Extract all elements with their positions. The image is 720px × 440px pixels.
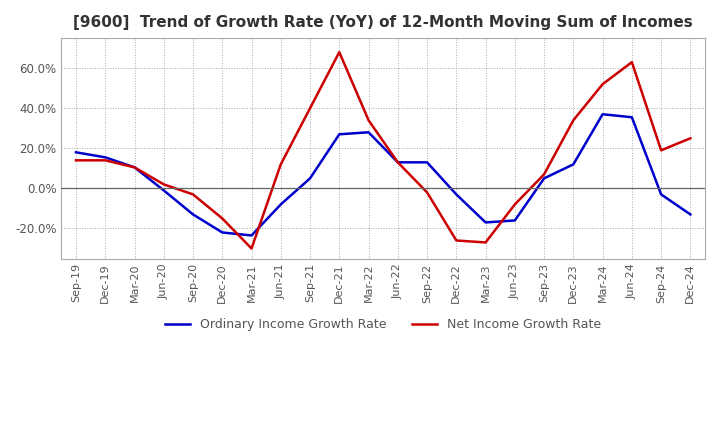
Ordinary Income Growth Rate	[247, 233, 256, 238]
Net Income Growth Rate	[72, 158, 81, 163]
Ordinary Income Growth Rate	[394, 160, 402, 165]
Ordinary Income Growth Rate	[306, 176, 315, 181]
Net Income Growth Rate	[306, 106, 315, 111]
Ordinary Income Growth Rate	[159, 188, 168, 193]
Ordinary Income Growth Rate	[218, 230, 227, 235]
Net Income Growth Rate	[276, 161, 285, 167]
Ordinary Income Growth Rate	[364, 130, 373, 135]
Ordinary Income Growth Rate	[657, 192, 665, 197]
Ordinary Income Growth Rate	[189, 212, 197, 217]
Net Income Growth Rate	[481, 240, 490, 245]
Ordinary Income Growth Rate	[335, 132, 343, 137]
Net Income Growth Rate	[423, 190, 431, 195]
Net Income Growth Rate	[218, 216, 227, 221]
Net Income Growth Rate	[130, 165, 139, 170]
Ordinary Income Growth Rate	[276, 202, 285, 207]
Ordinary Income Growth Rate	[628, 114, 636, 120]
Ordinary Income Growth Rate	[598, 112, 607, 117]
Net Income Growth Rate	[247, 246, 256, 251]
Ordinary Income Growth Rate	[101, 155, 109, 160]
Net Income Growth Rate	[686, 136, 695, 141]
Net Income Growth Rate	[510, 202, 519, 207]
Net Income Growth Rate	[540, 172, 549, 177]
Net Income Growth Rate	[159, 182, 168, 187]
Legend: Ordinary Income Growth Rate, Net Income Growth Rate: Ordinary Income Growth Rate, Net Income …	[161, 313, 606, 336]
Net Income Growth Rate	[364, 117, 373, 123]
Ordinary Income Growth Rate	[510, 218, 519, 223]
Line: Ordinary Income Growth Rate: Ordinary Income Growth Rate	[76, 114, 690, 235]
Ordinary Income Growth Rate	[686, 212, 695, 217]
Ordinary Income Growth Rate	[540, 176, 549, 181]
Net Income Growth Rate	[628, 59, 636, 65]
Net Income Growth Rate	[189, 192, 197, 197]
Ordinary Income Growth Rate	[481, 220, 490, 225]
Net Income Growth Rate	[569, 117, 577, 123]
Net Income Growth Rate	[335, 49, 343, 55]
Ordinary Income Growth Rate	[72, 150, 81, 155]
Ordinary Income Growth Rate	[423, 160, 431, 165]
Net Income Growth Rate	[394, 160, 402, 165]
Title: [9600]  Trend of Growth Rate (YoY) of 12-Month Moving Sum of Incomes: [9600] Trend of Growth Rate (YoY) of 12-…	[73, 15, 693, 30]
Net Income Growth Rate	[598, 81, 607, 87]
Net Income Growth Rate	[452, 238, 461, 243]
Ordinary Income Growth Rate	[569, 161, 577, 167]
Net Income Growth Rate	[657, 148, 665, 153]
Net Income Growth Rate	[101, 158, 109, 163]
Line: Net Income Growth Rate: Net Income Growth Rate	[76, 52, 690, 249]
Ordinary Income Growth Rate	[452, 192, 461, 197]
Ordinary Income Growth Rate	[130, 165, 139, 170]
